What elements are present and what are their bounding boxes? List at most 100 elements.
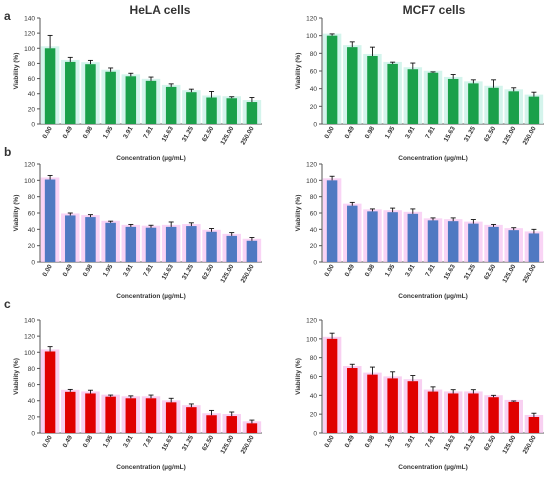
x-tick-label: 0.49 bbox=[344, 434, 357, 449]
bar bbox=[186, 92, 197, 124]
chart-panel-b-MCF7: 0 20 40 60 80 100 120 Viability (%) 0.00 0.49 0.98… bbox=[295, 162, 544, 300]
x-tick-label: 7.81 bbox=[424, 125, 437, 140]
x-tick-label: 0.00 bbox=[41, 125, 54, 140]
chart-panel-c-HeLA: 0 20 40 60 80 100 120 140 Viability (%) 0.00 0.49 0… bbox=[13, 318, 262, 471]
bar bbox=[407, 69, 419, 124]
bar bbox=[85, 217, 96, 262]
bar bbox=[347, 368, 358, 433]
x-tick-label: 62.50 bbox=[483, 434, 497, 452]
x-tick-label: 62.50 bbox=[201, 263, 215, 281]
x-axis-title: Concentration (µg/mL) bbox=[116, 155, 185, 162]
bar bbox=[186, 226, 197, 262]
bar bbox=[85, 393, 96, 433]
bar bbox=[165, 402, 177, 433]
bar bbox=[367, 55, 378, 124]
bar bbox=[226, 98, 237, 124]
x-tick-label: 15.63 bbox=[161, 434, 175, 452]
x-tick-label: 0.49 bbox=[62, 434, 75, 449]
bar bbox=[488, 226, 499, 262]
y-tick-label: 40 bbox=[28, 398, 36, 405]
y-tick-label: 20 bbox=[310, 412, 318, 419]
panels-group: HeLA cells 0 20 40 60 80 100 120 140 Viability (%… bbox=[13, 3, 544, 471]
x-tick-label: 62.50 bbox=[201, 125, 215, 143]
bar bbox=[165, 86, 177, 124]
x-tick-label: 1.95 bbox=[384, 125, 397, 140]
x-tick-label: 0.98 bbox=[82, 434, 95, 449]
bar bbox=[145, 80, 157, 124]
bar bbox=[326, 338, 338, 433]
y-axis-title: Viability (%) bbox=[13, 195, 20, 232]
x-tick-label: 1.95 bbox=[102, 263, 115, 278]
x-tick-label: 0.49 bbox=[344, 125, 357, 140]
y-tick-label: 60 bbox=[310, 374, 318, 381]
x-tick-label: 0.98 bbox=[82, 125, 95, 140]
bar bbox=[226, 416, 237, 433]
bar bbox=[206, 415, 217, 433]
x-tick-label: 125.00 bbox=[501, 263, 517, 284]
x-axis-title: Concentration (µg/mL) bbox=[398, 464, 467, 471]
bar bbox=[508, 401, 519, 433]
chart-panel-a-MCF7: MCF7 cells 0 20 40 60 80 100 120 Viability (%) 0.… bbox=[295, 3, 544, 162]
x-tick-label: 3.91 bbox=[122, 263, 135, 278]
y-tick-label: 120 bbox=[24, 334, 35, 341]
bar bbox=[125, 76, 137, 124]
x-tick-label: 250.00 bbox=[240, 434, 256, 455]
y-tick-label: 100 bbox=[306, 178, 317, 185]
x-tick-label: 1.95 bbox=[102, 434, 115, 449]
x-tick-label: 125.00 bbox=[501, 125, 517, 146]
bar bbox=[447, 393, 459, 433]
y-tick-label: 80 bbox=[28, 194, 36, 201]
x-tick-label: 125.00 bbox=[219, 125, 235, 146]
bar bbox=[125, 398, 137, 433]
bar bbox=[367, 211, 378, 262]
x-tick-label: 7.81 bbox=[142, 434, 155, 449]
x-tick-label: 250.00 bbox=[522, 263, 538, 284]
x-tick-label: 125.00 bbox=[219, 434, 235, 455]
x-tick-label: 62.50 bbox=[483, 125, 497, 143]
y-tick-label: 0 bbox=[31, 122, 35, 129]
y-tick-label: 120 bbox=[24, 162, 35, 169]
x-tick-label: 31.25 bbox=[463, 434, 477, 452]
x-tick-label: 31.25 bbox=[463, 263, 477, 281]
x-tick-label: 0.98 bbox=[364, 263, 377, 278]
bar bbox=[246, 102, 258, 124]
y-tick-label: 40 bbox=[28, 91, 36, 98]
x-tick-label: 0.00 bbox=[323, 434, 336, 449]
x-tick-label: 31.25 bbox=[463, 125, 477, 143]
bar bbox=[105, 222, 116, 262]
y-tick-label: 60 bbox=[28, 76, 36, 83]
bar bbox=[44, 351, 56, 433]
bar bbox=[468, 223, 479, 262]
bar bbox=[65, 391, 76, 433]
y-tick-label: 80 bbox=[310, 355, 318, 362]
bar bbox=[246, 423, 258, 433]
x-tick-label: 7.81 bbox=[424, 263, 437, 278]
y-tick-label: 40 bbox=[310, 86, 318, 93]
bar bbox=[367, 374, 378, 433]
row-label-c: c bbox=[4, 297, 11, 311]
bar bbox=[206, 231, 217, 262]
y-axis-title: Viability (%) bbox=[295, 358, 302, 395]
x-tick-label: 31.25 bbox=[181, 125, 195, 143]
bar bbox=[125, 226, 137, 262]
y-tick-label: 0 bbox=[313, 260, 317, 267]
x-tick-label: 250.00 bbox=[240, 125, 256, 146]
x-tick-label: 250.00 bbox=[522, 125, 538, 146]
y-tick-label: 80 bbox=[28, 366, 36, 373]
x-tick-label: 0.00 bbox=[323, 263, 336, 278]
bar bbox=[528, 233, 540, 262]
y-tick-label: 60 bbox=[28, 211, 36, 218]
y-tick-label: 120 bbox=[24, 31, 35, 38]
bar bbox=[407, 381, 419, 433]
y-tick-label: 120 bbox=[306, 318, 317, 325]
y-tick-label: 40 bbox=[310, 393, 318, 400]
bar bbox=[44, 179, 56, 262]
x-tick-label: 31.25 bbox=[181, 434, 195, 452]
bar bbox=[427, 391, 439, 433]
x-tick-label: 125.00 bbox=[501, 434, 517, 455]
x-tick-label: 1.95 bbox=[102, 125, 115, 140]
bar bbox=[65, 61, 76, 124]
row-label-b: b bbox=[4, 145, 11, 159]
